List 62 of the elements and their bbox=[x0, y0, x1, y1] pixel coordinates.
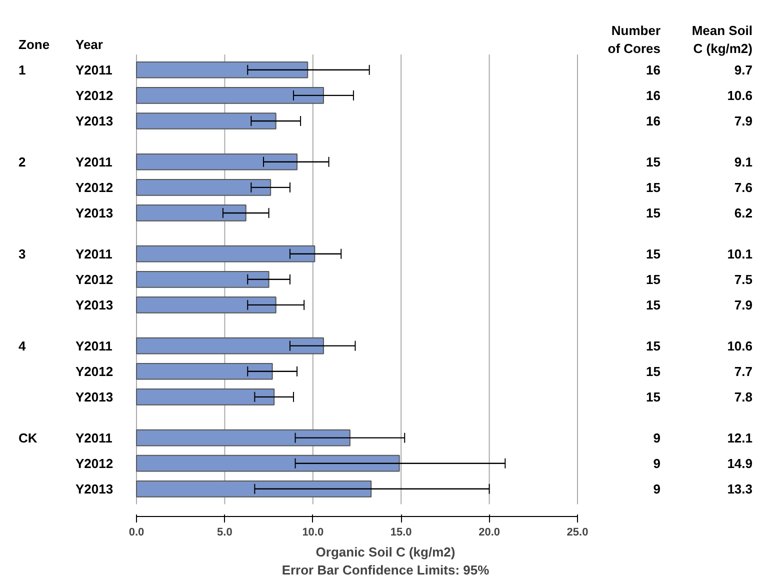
y-tick-label: Y2011 bbox=[76, 338, 112, 354]
y-tick-label: Y2011 bbox=[76, 246, 112, 262]
text: 3 bbox=[18, 246, 26, 262]
data-label: 14.9 bbox=[727, 456, 753, 471]
data-label: 7.9 bbox=[734, 113, 753, 128]
data-label: 7.5 bbox=[734, 272, 753, 287]
y-tick-label: Y2013 bbox=[76, 389, 114, 404]
x-tick-label: 25.0 bbox=[566, 526, 588, 538]
y-tick-label: Y2012 bbox=[76, 180, 114, 195]
y-tick-label: Y2012 bbox=[76, 88, 114, 103]
y-tick-label: Y2012 bbox=[76, 364, 114, 379]
text: 15 bbox=[646, 364, 661, 379]
data-label: 7.6 bbox=[734, 180, 753, 195]
text: 16 bbox=[646, 62, 661, 78]
y-tick-label: Y2012 bbox=[76, 456, 114, 471]
x-tick-label: 15.0 bbox=[390, 526, 412, 538]
y-tick-label: Y2011 bbox=[76, 154, 112, 170]
y-tick-label: Y2013 bbox=[76, 297, 114, 312]
y-tick-label: Y2013 bbox=[76, 113, 114, 128]
data-label: 12.1 bbox=[727, 430, 753, 446]
x-tick-label: 10.0 bbox=[302, 526, 324, 538]
y-tick-label: Y2011 bbox=[76, 62, 112, 78]
text: 15 bbox=[646, 154, 661, 170]
text: 2 bbox=[18, 154, 26, 170]
y-tick-label: Y2012 bbox=[76, 272, 114, 287]
text: Zone bbox=[18, 36, 50, 52]
data-label: 9.1 bbox=[734, 154, 753, 170]
text: 15 bbox=[646, 389, 661, 404]
text: 4 bbox=[18, 338, 26, 354]
text: 16 bbox=[646, 113, 661, 128]
data-label: 7.7 bbox=[734, 364, 753, 379]
x-axis-title: Organic Soil C (kg/m2) bbox=[316, 544, 456, 560]
data-label: 9.7 bbox=[734, 62, 753, 78]
text: 9 bbox=[653, 430, 661, 446]
text: Mean Soil C (kg/m2) bbox=[692, 22, 753, 56]
text: 15 bbox=[646, 338, 661, 354]
text: 9 bbox=[653, 481, 661, 496]
data-label: 10.6 bbox=[727, 338, 753, 354]
data-label: 10.1 bbox=[727, 246, 753, 262]
data-label: 6.2 bbox=[734, 205, 753, 220]
text: 15 bbox=[646, 272, 661, 287]
x-tick-label: 20.0 bbox=[478, 526, 500, 538]
data-label: 7.8 bbox=[734, 389, 753, 404]
data-label: 7.9 bbox=[734, 297, 753, 312]
data-label: 13.3 bbox=[727, 481, 753, 496]
y-tick-label: Y2011 bbox=[76, 430, 112, 446]
x-tick-label: 5.0 bbox=[217, 526, 232, 538]
text: 15 bbox=[646, 297, 661, 312]
y-tick-label: Y2013 bbox=[76, 481, 114, 496]
text: 9 bbox=[653, 456, 661, 471]
text: 15 bbox=[646, 205, 661, 220]
text: 1 bbox=[18, 62, 26, 78]
text: CK bbox=[18, 430, 38, 446]
text: 15 bbox=[646, 180, 661, 195]
text: Year bbox=[76, 36, 103, 52]
x-tick-label: 0.0 bbox=[128, 526, 144, 538]
text: 15 bbox=[646, 246, 661, 262]
y-tick-label: Y2013 bbox=[76, 205, 114, 220]
text: Number of Cores bbox=[608, 22, 661, 56]
text: Error Bar Confidence Limits: 95% bbox=[282, 562, 490, 578]
text: 16 bbox=[646, 88, 661, 103]
data-label: 10.6 bbox=[727, 88, 753, 103]
